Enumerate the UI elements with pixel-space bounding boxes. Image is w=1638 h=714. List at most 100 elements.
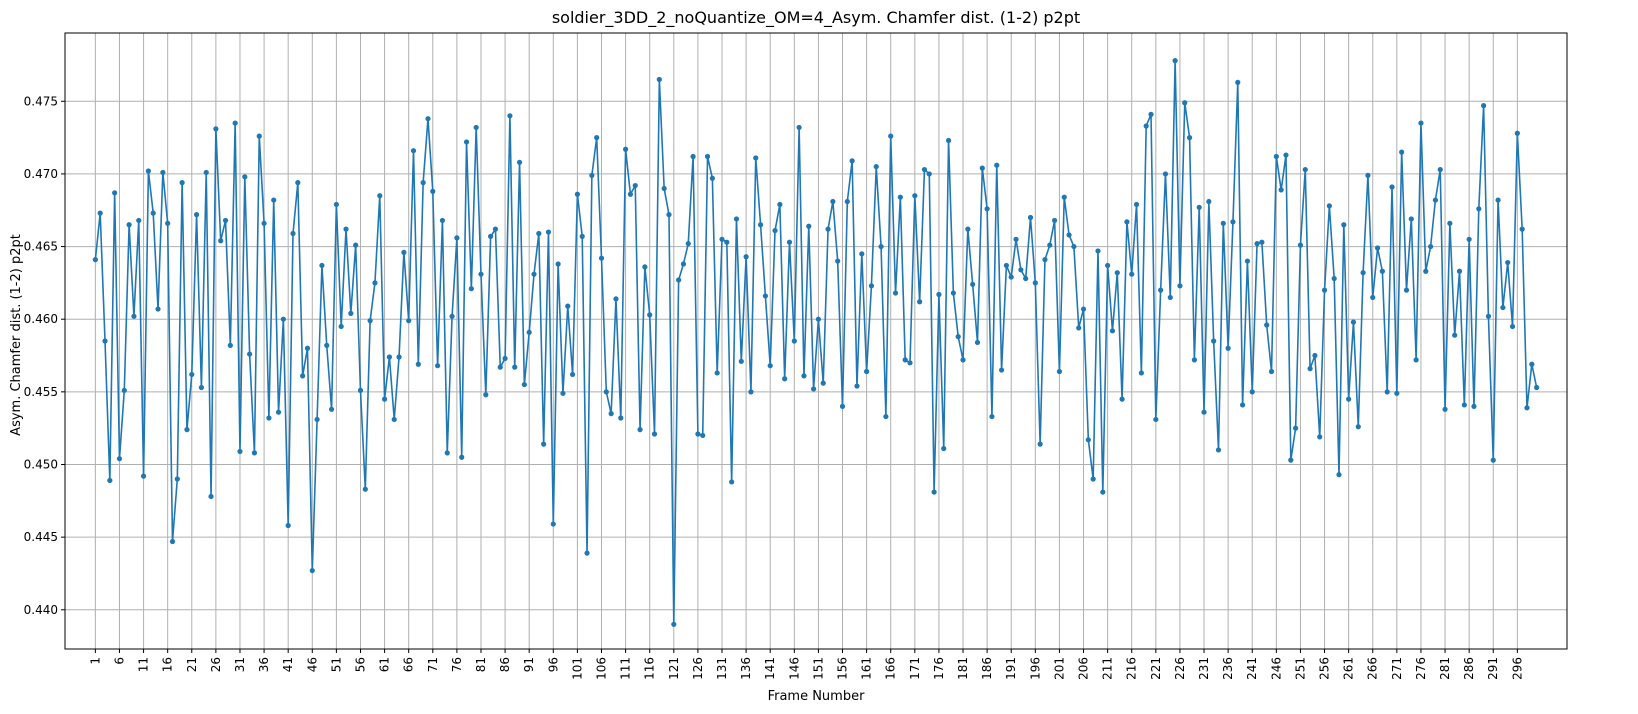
- data-point: [1471, 403, 1477, 409]
- x-tick-label: 146: [787, 657, 801, 680]
- data-point: [1509, 323, 1516, 330]
- data-point: [685, 241, 691, 247]
- data-point: [941, 445, 947, 452]
- x-tick-label: 81: [474, 657, 488, 672]
- data-point: [810, 386, 817, 392]
- data-point: [979, 165, 985, 171]
- data-point: [786, 239, 793, 245]
- data-point: [1085, 437, 1091, 443]
- x-tick-label: 106: [594, 657, 608, 680]
- x-tick-label: 71: [426, 657, 440, 672]
- data-point: [569, 371, 576, 378]
- x-tick-label: 276: [1414, 657, 1428, 680]
- data-point: [753, 155, 759, 161]
- x-tick-label: 101: [570, 657, 584, 680]
- data-point: [1452, 332, 1458, 338]
- data-point: [102, 338, 108, 344]
- data-point: [1095, 248, 1101, 254]
- data-point: [526, 329, 532, 335]
- data-point: [984, 206, 990, 212]
- data-point: [1090, 476, 1096, 482]
- data-point: [1418, 120, 1424, 126]
- data-point: [801, 373, 807, 379]
- data-point: [1172, 58, 1178, 64]
- data-point: [1220, 220, 1226, 226]
- data-point: [589, 172, 595, 178]
- data-point: [237, 448, 243, 455]
- data-point: [680, 261, 687, 267]
- x-tick-label: 66: [402, 657, 416, 672]
- data-point: [1370, 294, 1376, 301]
- data-point: [1321, 287, 1328, 293]
- data-point: [545, 229, 552, 235]
- data-point: [150, 210, 156, 216]
- data-point: [145, 168, 151, 174]
- data-point: [1138, 370, 1144, 376]
- data-point: [733, 216, 740, 222]
- data-point: [926, 171, 932, 177]
- data-point: [1403, 287, 1410, 293]
- data-point: [218, 238, 224, 244]
- data-point: [430, 188, 436, 194]
- data-point: [1100, 489, 1106, 495]
- data-point: [854, 383, 860, 389]
- data-point: [1346, 396, 1352, 402]
- data-point: [97, 210, 103, 216]
- x-tick-label: 141: [763, 657, 777, 680]
- x-tick-label: 91: [522, 657, 536, 672]
- data-point: [965, 226, 971, 232]
- data-point: [902, 357, 908, 363]
- data-point: [193, 212, 200, 218]
- data-point: [174, 476, 180, 482]
- data-point: [955, 334, 961, 340]
- data-point: [1427, 243, 1434, 250]
- y-tick-label: 0.460: [24, 312, 58, 326]
- x-tick-label: 261: [1342, 657, 1356, 680]
- data-point: [782, 376, 788, 382]
- data-point: [1423, 268, 1429, 274]
- x-tick-label: 186: [980, 657, 994, 680]
- x-tick-label: 171: [908, 657, 922, 680]
- data-point: [92, 257, 98, 263]
- data-point: [1461, 402, 1467, 408]
- data-point: [483, 392, 489, 398]
- data-point: [256, 133, 262, 139]
- y-tick-label: 0.445: [24, 530, 58, 544]
- data-point: [1379, 268, 1385, 274]
- data-point: [1018, 267, 1024, 273]
- x-tick-label: 291: [1486, 657, 1500, 680]
- y-axis-label: Asym. Chamfer dist. (1-2) p2pt: [9, 234, 24, 436]
- data-point: [1105, 262, 1111, 269]
- series-line: [94, 59, 1538, 626]
- data-point: [1524, 405, 1530, 411]
- data-point: [830, 198, 836, 205]
- data-point: [1114, 270, 1120, 276]
- data-point: [463, 139, 470, 145]
- y-tick-label: 0.455: [24, 385, 58, 399]
- data-point: [1129, 271, 1135, 277]
- data-point: [839, 403, 846, 409]
- data-point: [724, 239, 730, 245]
- data-point: [1437, 166, 1443, 173]
- data-point: [425, 116, 431, 122]
- data-point: [584, 550, 590, 556]
- data-point: [632, 182, 638, 189]
- data-point: [396, 354, 402, 360]
- x-tick-label: 266: [1366, 657, 1380, 680]
- data-point: [1032, 280, 1038, 286]
- data-point: [603, 389, 609, 395]
- data-point: [1133, 201, 1140, 208]
- data-point: [454, 235, 460, 241]
- data-point: [112, 190, 118, 196]
- data-point: [709, 175, 715, 181]
- data-point: [1027, 214, 1034, 221]
- x-tick-label: 231: [1197, 657, 1211, 680]
- data-point: [362, 486, 368, 492]
- data-point: [1399, 149, 1405, 155]
- data-point: [555, 261, 561, 267]
- data-point: [1201, 409, 1207, 415]
- data-point: [492, 226, 499, 232]
- data-point: [1244, 258, 1251, 264]
- data-point: [1037, 441, 1043, 447]
- data-point: [1211, 338, 1217, 344]
